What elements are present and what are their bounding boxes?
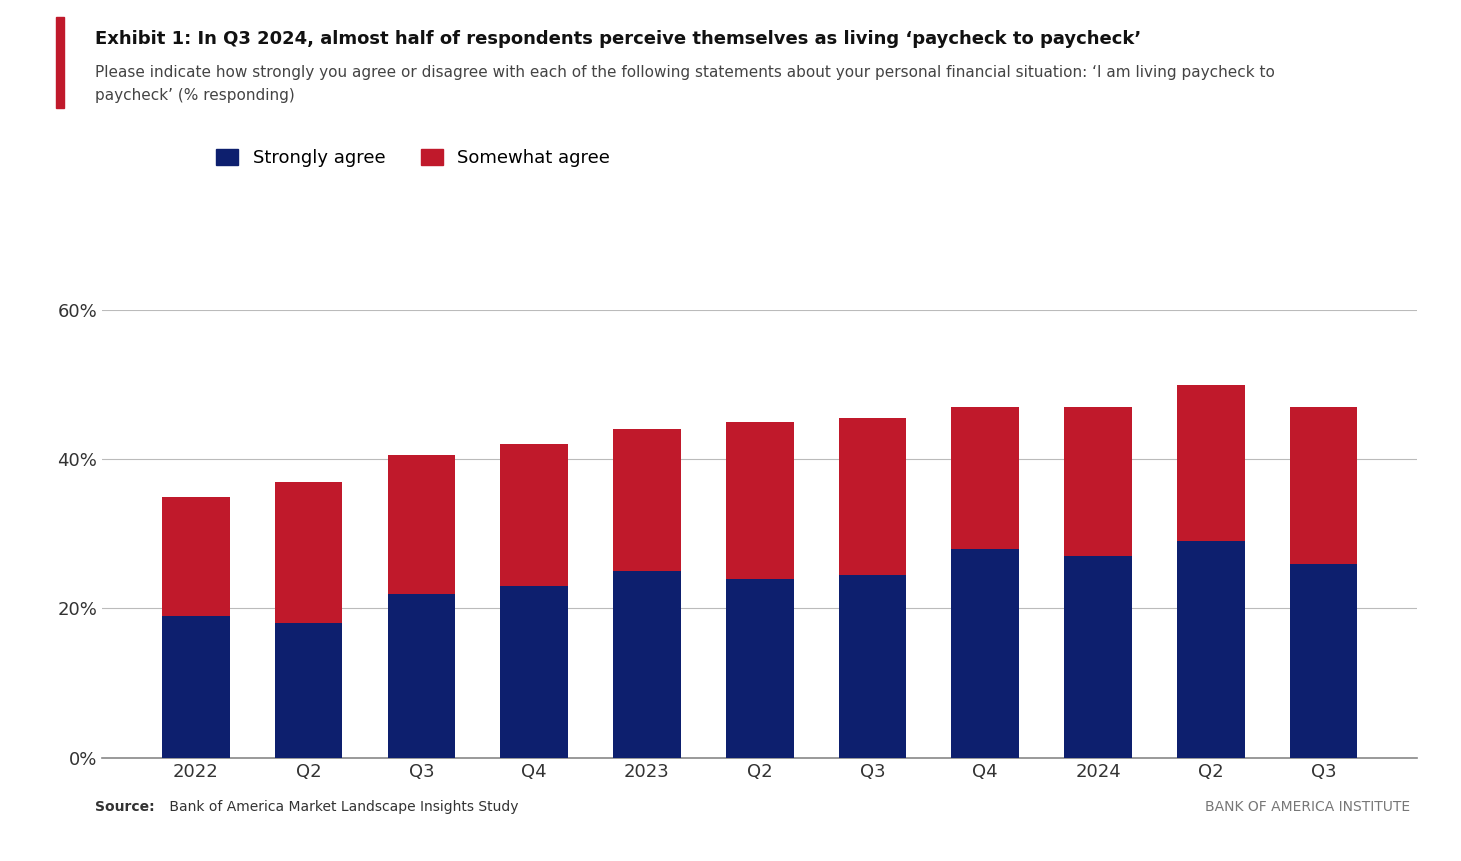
Text: Bank of America Market Landscape Insights Study: Bank of America Market Landscape Insight… xyxy=(165,800,519,814)
Bar xyxy=(387,455,456,593)
Bar xyxy=(1064,407,1132,556)
Bar xyxy=(839,575,906,758)
Bar xyxy=(275,481,342,623)
Bar xyxy=(387,593,456,758)
Text: paycheck’ (% responding): paycheck’ (% responding) xyxy=(95,88,295,102)
Bar xyxy=(614,430,681,571)
Bar xyxy=(614,571,681,758)
Bar xyxy=(726,422,793,579)
Bar xyxy=(275,623,342,758)
Legend: Strongly agree, Somewhat agree: Strongly agree, Somewhat agree xyxy=(216,149,611,167)
Bar xyxy=(1178,542,1245,758)
Bar xyxy=(1178,385,1245,542)
Bar xyxy=(162,497,229,616)
Text: BANK OF AMERICA INSTITUTE: BANK OF AMERICA INSTITUTE xyxy=(1205,800,1410,814)
Text: Source:: Source: xyxy=(95,800,155,814)
Bar xyxy=(839,418,906,575)
Bar xyxy=(1064,556,1132,758)
Bar xyxy=(1290,407,1357,564)
Bar xyxy=(951,407,1020,548)
Bar xyxy=(1290,564,1357,758)
Bar xyxy=(162,616,229,758)
Bar xyxy=(500,586,568,758)
Bar xyxy=(726,579,793,758)
Bar xyxy=(500,444,568,586)
Text: Exhibit 1: In Q3 2024, almost half of respondents perceive themselves as living : Exhibit 1: In Q3 2024, almost half of re… xyxy=(95,30,1141,48)
Text: Please indicate how strongly you agree or disagree with each of the following st: Please indicate how strongly you agree o… xyxy=(95,65,1275,79)
Bar xyxy=(951,548,1020,758)
